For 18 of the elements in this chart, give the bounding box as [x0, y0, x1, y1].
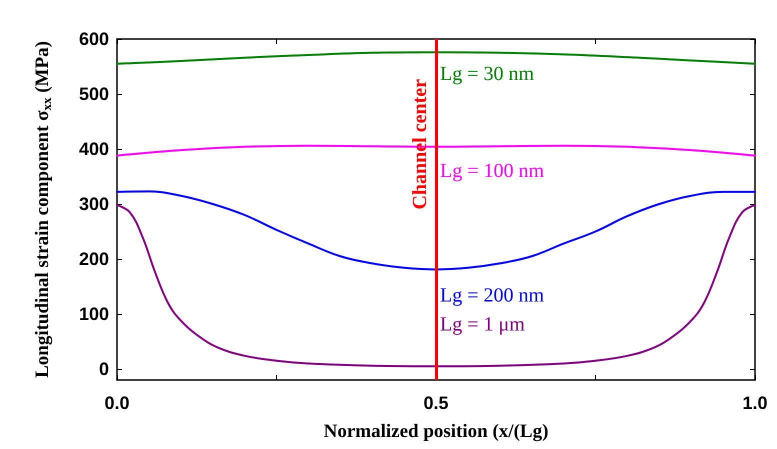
y-tick-label: 600	[78, 29, 109, 49]
series-label: Lg = 100 nm	[440, 160, 544, 182]
x-tick-label: 0.5	[423, 393, 449, 413]
line-series	[116, 51, 756, 65]
y-tick-label: 300	[78, 194, 109, 214]
x-tick-label: 0.0	[104, 393, 130, 413]
x-tick-label: 1.0	[742, 393, 768, 413]
y-tick-label: 200	[78, 249, 109, 269]
x-axis-title: Normalized position (x/(Lg)	[324, 421, 548, 442]
y-tick-label: 400	[78, 139, 109, 159]
y-tick-label: 100	[78, 304, 109, 324]
ref-line-label: Channel center	[409, 78, 431, 210]
series-label: Lg = 1 μm	[440, 313, 526, 336]
series-label: Lg = 30 nm	[440, 63, 534, 86]
y-tick-label: 0	[98, 359, 109, 379]
y-axis-title: Longitudinal strain component σxx (MPa)	[32, 41, 54, 378]
y-tick-label: 500	[78, 84, 109, 104]
series-label: Lg = 200 nm	[440, 284, 544, 306]
